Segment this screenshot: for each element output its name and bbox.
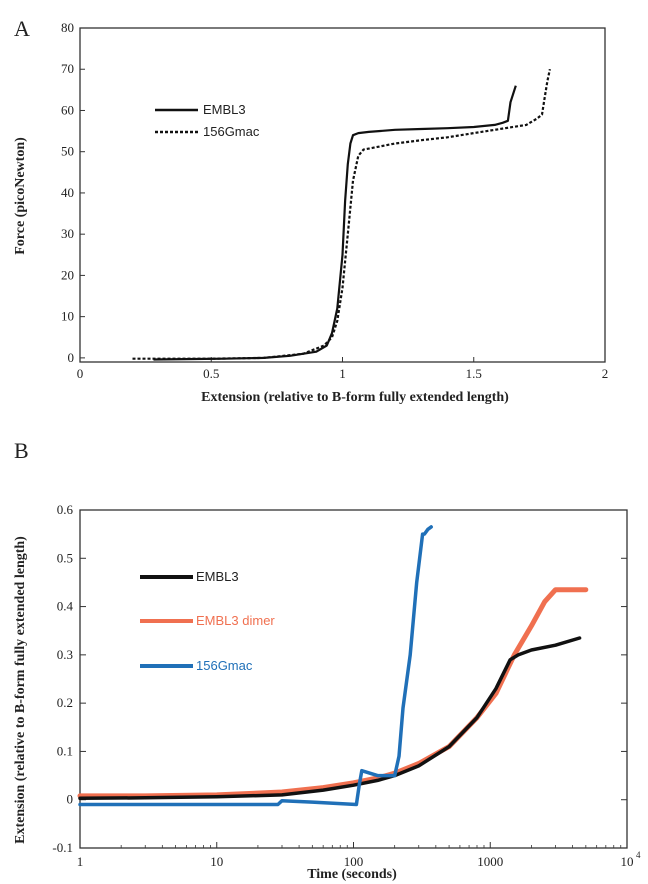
y-tick-label: 0.3 [57,647,73,662]
series-line-156gmac [78,525,433,807]
y-tick-label: 20 [61,267,74,282]
y-tick-label: 60 [61,102,74,117]
y-tick-label: 0.2 [57,695,73,710]
x-tick-label: 0 [77,366,84,381]
y-tick-label: 0.5 [57,550,73,565]
x-tick-label: 1 [339,366,346,381]
y-tick-label: 0 [67,792,74,807]
x-tick-label: 10 [621,854,634,869]
panel-b-ticks: 1 10 100 1000 10 4-0.100.10.20.30.40.50.6 [52,502,641,869]
series-line-embl3 [78,636,582,801]
y-tick-label: 10 [61,309,74,324]
y-tick-label: -0.1 [52,840,73,855]
x-tick-label: 2 [602,366,609,381]
panel-a-x-axis-label: Extension (relative to B-form fully exte… [201,390,509,405]
x-tick-label: 1000 [477,854,503,869]
panel-b-x-axis-label: Time (seconds) [307,867,397,882]
y-tick-label: 50 [61,144,74,159]
legend-label-156gmac: 156Gmac [203,124,260,139]
panel-a-legend: EMBL3 156Gmac [155,102,260,139]
y-tick-label: 80 [61,20,74,35]
legend-label-156gmac-b: 156Gmac [196,658,253,673]
x-tick-label: 1 [77,854,84,869]
legend-label-embl3: EMBL3 [203,102,246,117]
panel-b-label: B [14,438,29,463]
panel-a-series [132,68,551,361]
y-tick-label: 0.4 [57,599,74,614]
panel-a-plot-frame [79,27,606,363]
x-tick-exponent: 4 [636,850,641,860]
legend-label-embl3-dimer: EMBL3 dimer [196,613,275,628]
x-tick-label: 0.5 [203,366,219,381]
legend-label-embl3-b: EMBL3 [196,569,239,584]
y-tick-label: 0.1 [57,743,73,758]
panel-a-y-axis-label: Force (picoNewton) [13,137,28,255]
x-tick-label: 1.5 [466,366,482,381]
panel-b-series [77,525,589,807]
x-tick-label: 10 [210,854,223,869]
panel-b-legend: EMBL3 EMBL3 dimer 156Gmac [140,569,275,673]
y-tick-label: 30 [61,226,74,241]
panel-b-y-axis-label: Extension (relative to B-form fully exte… [13,536,28,844]
x-tick-label: 100 [344,854,364,869]
y-tick-label: 0.6 [57,502,74,517]
y-tick-label: 70 [61,61,74,76]
panel-a-label: A [14,16,30,41]
series-line-156gmac [132,68,551,360]
panel-b: B 1 10 100 1000 10 4-0.100.10.20.30.40.50.6 T… [13,438,641,882]
y-tick-label: 0 [68,350,75,365]
y-tick-label: 40 [61,185,74,200]
